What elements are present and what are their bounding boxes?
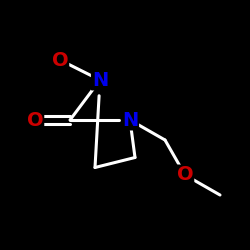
Text: N: N	[92, 70, 108, 90]
Text: O: O	[27, 110, 43, 130]
Text: O: O	[52, 50, 68, 70]
Text: N: N	[122, 110, 138, 130]
Text: O: O	[177, 166, 193, 184]
